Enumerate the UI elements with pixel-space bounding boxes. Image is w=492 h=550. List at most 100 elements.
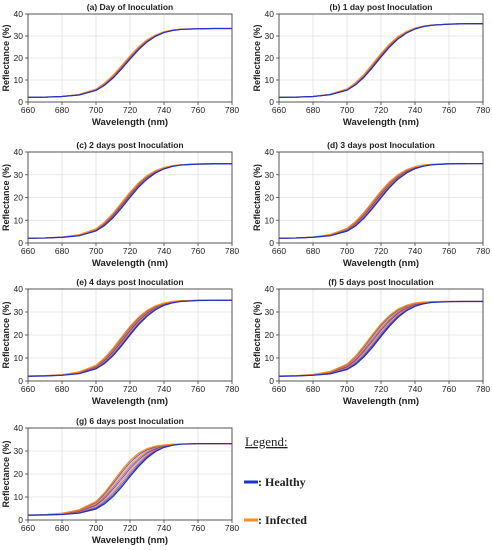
x-tick-label: 720 [123, 523, 137, 533]
y-tick-label: 30 [14, 170, 24, 180]
chart-panel-e: 660 680 700 720 740 760 780 0 10 20 30 40 (e) 4 days… [1, 277, 239, 407]
x-tick-label: 660 [272, 105, 286, 115]
y-tick-label: 30 [14, 307, 24, 317]
x-tick-label: 680 [55, 384, 69, 394]
y-tick-label: 20 [14, 193, 24, 203]
chart-title: (c) 2 days post Inoculation [76, 140, 183, 150]
y-tick-label: 40 [265, 147, 275, 157]
x-axis-label: Wavelength (nm) [343, 258, 419, 269]
chart-panel-f: 660 680 700 720 740 760 780 0 10 20 30 40 (f) 5 days… [252, 277, 490, 407]
x-tick-label: 760 [191, 523, 205, 533]
y-tick-label: 40 [265, 9, 275, 19]
y-tick-label: 20 [14, 330, 24, 340]
x-axis-label: Wavelength (nm) [92, 396, 168, 407]
chart-title: (b) 1 day post Inoculation [330, 2, 433, 12]
x-tick-label: 700 [89, 384, 103, 394]
x-tick-label: 720 [123, 384, 137, 394]
x-tick-label: 720 [123, 105, 137, 115]
x-tick-label: 660 [21, 523, 35, 533]
series-line-healthy [278, 162, 483, 239]
legend: Legend:: Healthy: Infected [244, 434, 307, 527]
y-axis-label: Reflectance (%) [252, 301, 262, 368]
y-tick-label: 20 [265, 193, 275, 203]
series-line-healthy [278, 300, 483, 377]
chart-panel-g: 660 680 700 720 740 760 780 0 10 20 30 40 (g) 6 days… [1, 416, 239, 546]
y-tick-label: 20 [265, 330, 275, 340]
x-tick-label: 740 [408, 384, 422, 394]
x-tick-label: 680 [55, 246, 69, 256]
y-tick-label: 10 [265, 215, 275, 225]
x-tick-label: 780 [225, 105, 239, 115]
x-axis-label: Wavelength (nm) [343, 396, 419, 407]
chart-title: (a) Day of Inoculation [87, 2, 173, 12]
y-tick-label: 40 [14, 284, 24, 294]
y-axis-label: Reflectance (%) [1, 24, 11, 91]
x-tick-label: 780 [476, 246, 490, 256]
x-tick-label: 740 [408, 105, 422, 115]
x-tick-label: 740 [157, 105, 171, 115]
chart-title: (g) 6 days post Inoculation [76, 416, 184, 426]
y-tick-label: 0 [18, 97, 23, 107]
y-tick-label: 20 [14, 469, 24, 479]
x-tick-label: 700 [89, 105, 103, 115]
x-tick-label: 760 [442, 105, 456, 115]
x-axis-label: Wavelength (nm) [343, 117, 419, 128]
x-tick-label: 780 [225, 246, 239, 256]
y-tick-label: 10 [14, 492, 24, 502]
y-tick-label: 0 [269, 238, 274, 248]
x-tick-label: 700 [340, 105, 354, 115]
x-tick-label: 780 [476, 384, 490, 394]
x-tick-label: 680 [55, 523, 69, 533]
x-tick-label: 680 [55, 105, 69, 115]
x-tick-label: 660 [21, 246, 35, 256]
y-tick-label: 10 [14, 215, 24, 225]
x-axis-label: Wavelength (nm) [92, 535, 168, 546]
x-tick-label: 740 [157, 384, 171, 394]
x-tick-label: 720 [374, 384, 388, 394]
x-tick-label: 740 [157, 246, 171, 256]
chart-title: (f) 5 days post Inoculation [328, 277, 433, 287]
x-tick-label: 760 [191, 105, 205, 115]
chart-title: (e) 4 days post Inoculation [76, 277, 183, 287]
y-tick-label: 20 [265, 53, 275, 63]
y-tick-label: 10 [265, 75, 275, 85]
legend-label-healthy: : Healthy [258, 475, 306, 489]
chart-panel-a: 660 680 700 720 740 760 780 0 10 20 30 40 (a) Day of… [1, 2, 239, 128]
x-tick-label: 760 [442, 246, 456, 256]
x-tick-label: 740 [157, 523, 171, 533]
y-tick-label: 40 [265, 284, 275, 294]
chart-panel-b: 660 680 700 720 740 760 780 0 10 20 30 40 (b) 1 day … [252, 2, 490, 128]
y-tick-label: 40 [14, 423, 24, 433]
x-tick-label: 720 [123, 246, 137, 256]
series-line-healthy [278, 23, 483, 99]
series-line-healthy [27, 442, 232, 516]
x-tick-label: 700 [340, 384, 354, 394]
x-tick-label: 760 [191, 246, 205, 256]
chart-panel-d: 660 680 700 720 740 760 780 0 10 20 30 40 (d) 3 days… [252, 140, 490, 269]
x-tick-label: 780 [225, 384, 239, 394]
x-tick-label: 760 [442, 384, 456, 394]
y-axis-label: Reflectance (%) [1, 301, 11, 368]
y-tick-label: 0 [18, 376, 23, 386]
y-tick-label: 20 [14, 53, 24, 63]
series-line-healthy [27, 299, 232, 377]
x-tick-label: 660 [21, 105, 35, 115]
x-axis-label: Wavelength (nm) [92, 258, 168, 269]
y-tick-label: 40 [14, 147, 24, 157]
x-tick-label: 660 [272, 384, 286, 394]
x-tick-label: 720 [374, 105, 388, 115]
legend-label-infected: : Infected [258, 513, 307, 527]
x-tick-label: 780 [476, 105, 490, 115]
y-tick-label: 0 [269, 97, 274, 107]
y-tick-label: 10 [14, 353, 24, 363]
chart-title: (d) 3 days post Inoculation [327, 140, 435, 150]
y-axis-label: Reflectance (%) [252, 164, 262, 231]
x-tick-label: 700 [89, 246, 103, 256]
x-tick-label: 680 [306, 246, 320, 256]
y-tick-label: 30 [14, 446, 24, 456]
x-tick-label: 720 [374, 246, 388, 256]
y-axis-label: Reflectance (%) [1, 440, 11, 507]
x-tick-label: 740 [408, 246, 422, 256]
x-tick-label: 760 [191, 384, 205, 394]
